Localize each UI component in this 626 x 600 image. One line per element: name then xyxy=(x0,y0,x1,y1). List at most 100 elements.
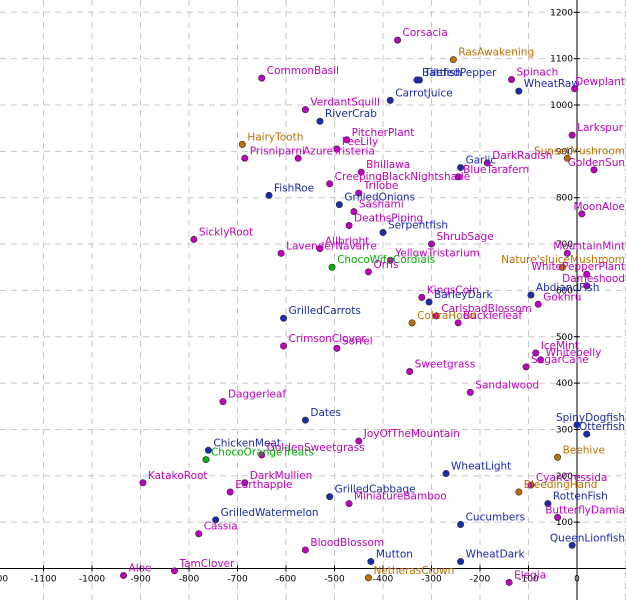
data-point xyxy=(355,189,363,197)
data-label: Prisniparni xyxy=(250,145,305,157)
data-point xyxy=(427,240,435,248)
data-point xyxy=(335,201,343,209)
data-point xyxy=(120,571,128,579)
data-point xyxy=(280,314,288,322)
data-label: BleedingHand xyxy=(524,479,598,491)
data-label: Bhillawa xyxy=(366,159,410,171)
data-label: RiverCrab xyxy=(325,108,377,120)
data-point xyxy=(328,263,336,271)
data-label: Orris xyxy=(373,259,398,271)
data-label: CarrotJuice xyxy=(395,87,452,99)
data-label: Sorrel xyxy=(342,335,373,347)
data-point xyxy=(212,516,220,524)
data-label: ShrubSage xyxy=(437,231,494,243)
data-label: Garlic xyxy=(466,155,497,167)
data-point xyxy=(449,56,457,64)
data-point xyxy=(554,514,562,522)
y-tick-label: 100 xyxy=(556,518,573,528)
data-point xyxy=(204,446,212,454)
data-point xyxy=(583,282,591,290)
data-point xyxy=(219,398,227,406)
x-tick-label: -500 xyxy=(324,575,345,585)
data-point xyxy=(568,541,576,549)
data-point xyxy=(316,117,324,125)
data-label: PitcherPlant xyxy=(352,127,415,139)
data-label: SpinyDogfish xyxy=(556,412,625,424)
data-point xyxy=(333,145,341,153)
data-label: Beehive xyxy=(563,444,605,456)
data-point xyxy=(534,300,542,308)
data-point xyxy=(258,74,266,82)
data-point xyxy=(326,493,334,501)
data-point xyxy=(294,154,302,162)
data-point xyxy=(558,263,566,271)
data-label: RasAwakening xyxy=(458,47,534,59)
data-label: Larkspur xyxy=(577,122,623,134)
data-label: FeeLily xyxy=(342,136,378,148)
data-label: Tilefish xyxy=(423,67,461,79)
data-label: AzureTristeria xyxy=(303,145,375,157)
data-point xyxy=(442,469,450,477)
data-point xyxy=(418,293,426,301)
data-label: Sandalwood xyxy=(475,379,539,391)
y-tick-label: 1200 xyxy=(550,8,573,18)
data-point xyxy=(241,479,249,487)
data-point xyxy=(432,312,440,320)
x-tick-label: -1200 xyxy=(0,575,8,585)
data-label: Spinach xyxy=(517,67,559,79)
data-label: CrimsonClover xyxy=(289,333,367,345)
data-label: Sashami xyxy=(359,199,404,211)
data-label: Elegia xyxy=(514,569,546,581)
data-label: CommonBasil xyxy=(267,65,339,77)
data-point xyxy=(326,180,334,188)
data-label: CarlsbadBlossom xyxy=(441,303,531,315)
data-point xyxy=(568,131,576,139)
data-label: WheatLight xyxy=(451,460,511,472)
data-point xyxy=(226,488,234,496)
data-point xyxy=(195,530,203,538)
data-label: DarkMullien xyxy=(250,470,313,482)
data-point xyxy=(265,191,273,199)
data-label: GrilledOnions xyxy=(344,192,415,204)
data-label: JoyOfTheMountain xyxy=(363,428,460,440)
data-label: RottenFish xyxy=(553,491,608,503)
data-point xyxy=(301,416,309,424)
data-point xyxy=(578,210,586,218)
data-label: YellowTristarium xyxy=(394,247,480,259)
x-tick-label: -300 xyxy=(421,575,442,585)
data-label: Otterfish xyxy=(579,421,625,433)
y-tick-label: 700 xyxy=(556,240,573,250)
x-tick-label: -200 xyxy=(470,575,491,585)
data-label: MiniatureBamboo xyxy=(354,491,447,503)
data-label: GoldenSweetgrass xyxy=(267,442,365,454)
x-tick-label: -700 xyxy=(227,575,248,585)
data-point xyxy=(508,76,516,84)
data-point xyxy=(466,388,474,396)
data-label: Cucumbers xyxy=(466,511,526,523)
data-point xyxy=(258,451,266,459)
y-tick-label: 300 xyxy=(556,425,573,435)
data-label: Whitebelly xyxy=(546,347,602,359)
data-point xyxy=(280,342,288,350)
data-label: WheatRaw xyxy=(524,78,581,90)
data-label: Bucklerleaf xyxy=(463,310,522,322)
data-label: Nature'sJuiceMushroom xyxy=(501,254,625,266)
data-point xyxy=(522,363,530,371)
data-point xyxy=(571,85,579,93)
data-point xyxy=(457,558,465,566)
data-label: DeathsPiping xyxy=(354,213,423,225)
y-tick-label: 600 xyxy=(556,286,573,296)
data-label: Mutton xyxy=(376,549,413,561)
data-label: Corsacia xyxy=(403,27,448,39)
data-point xyxy=(573,421,581,429)
data-point xyxy=(364,574,372,582)
data-label: ButterflyDamia xyxy=(545,505,625,517)
data-label: IceMint xyxy=(541,340,579,352)
data-point xyxy=(406,368,414,376)
data-point xyxy=(241,154,249,162)
data-label: SunsetMushroom xyxy=(534,145,625,157)
x-tick-label: -100 xyxy=(518,575,539,585)
data-point xyxy=(364,268,372,276)
data-label: Dates xyxy=(310,407,341,419)
